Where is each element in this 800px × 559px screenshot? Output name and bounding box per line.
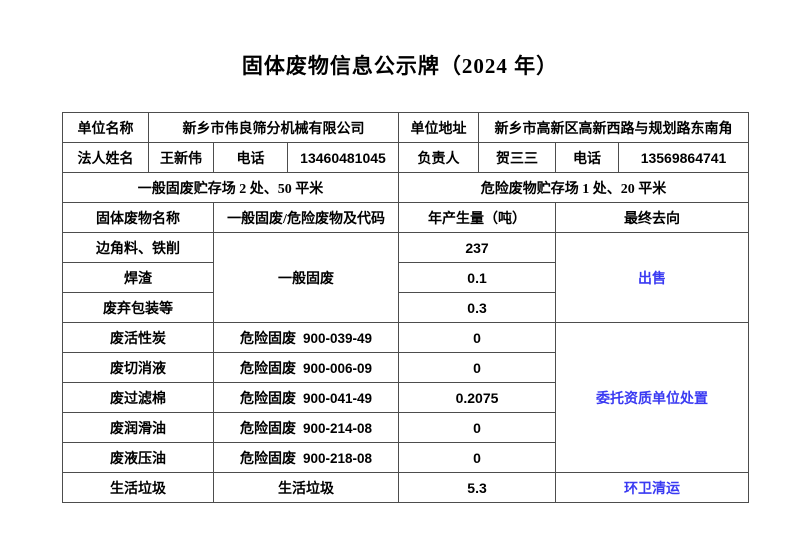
waste-code: 900-039-49 (302, 330, 373, 346)
unit-address-value: 新乡市高新区高新西路与规划路东南角 (478, 112, 750, 143)
phone-value-1: 13460481045 (286, 142, 400, 173)
waste-amount: 0 (398, 412, 557, 443)
waste-type-code: 危险固废 900-041-49 (212, 382, 400, 413)
waste-type: 危险固废 (239, 361, 296, 377)
manager-value: 贺三三 (478, 142, 557, 173)
waste-amount: 0.1 (398, 262, 557, 293)
general-type-cell: 一般固废 (212, 232, 400, 323)
waste-type: 危险固废 (239, 451, 296, 467)
table-row-hazard-1: 废活性炭 危险固废 900-039-49 0 委托资质单位处置 (62, 322, 750, 473)
waste-type: 危险固废 (239, 331, 296, 347)
general-storage-value: 一般固废贮存场 2 处、50 平米 (61, 172, 400, 203)
waste-type-code: 危险固废 900-039-49 (212, 322, 400, 353)
waste-type-code: 危险固废 900-006-09 (212, 352, 400, 383)
hazard-destination-cell: 委托资质单位处置 (555, 322, 750, 473)
legal-person-value: 王新伟 (148, 142, 214, 173)
waste-name: 焊渣 (62, 262, 214, 293)
row-contact-info: 法人姓名 王新伟 电话 13460481045 负责人 贺三三 电话 13569… (62, 142, 750, 173)
table-row-hazard-4: 废润滑油 危险固废 900-214-08 0 (62, 412, 749, 443)
table-row-general-1: 边角料、铁削 一般固废 237 出售 (62, 232, 750, 323)
table-row-hazard-2: 废切消液 危险固废 900-006-09 0 (62, 352, 749, 383)
table-row-general-2: 焊渣 0.1 (62, 262, 749, 293)
waste-code: 900-218-08 (302, 450, 373, 466)
waste-name: 废过滤棉 (62, 382, 214, 413)
page-title: 固体废物信息公示牌（2024 年） (241, 54, 559, 78)
waste-type: 危险固废 (239, 391, 296, 407)
waste-name: 边角料、铁削 (62, 232, 214, 263)
waste-amount: 5.3 (398, 472, 557, 503)
waste-amount: 0.2075 (398, 382, 557, 413)
table-row-household: 生活垃圾 生活垃圾 5.3 环卫清运 (62, 472, 750, 503)
hazard-storage-value: 危险废物贮存场 1 处、20 平米 (398, 172, 750, 203)
waste-name: 生活垃圾 (62, 472, 214, 503)
waste-amount: 0 (398, 352, 557, 383)
waste-amount: 0 (398, 322, 557, 353)
header-destination: 最终去向 (555, 202, 750, 233)
phone-label-1: 电话 (213, 142, 288, 173)
waste-name: 废液压油 (62, 442, 214, 473)
row-storage-info: 一般固废贮存场 2 处、50 平米 危险废物贮存场 1 处、20 平米 (61, 172, 750, 203)
row-unit-info: 单位名称 新乡市伟良筛分机械有限公司 单位地址 新乡市高新区高新西路与规划路东南… (62, 112, 750, 143)
waste-info-table: 单位名称 新乡市伟良筛分机械有限公司 单位地址 新乡市高新区高新西路与规划路东南… (61, 112, 750, 503)
household-destination-cell: 环卫清运 (555, 472, 750, 503)
waste-name: 废润滑油 (62, 412, 214, 443)
waste-amount: 0 (398, 442, 557, 473)
waste-name: 废切消液 (62, 352, 214, 383)
waste-amount: 237 (398, 232, 557, 263)
phone-label-2: 电话 (555, 142, 620, 173)
unit-address-label: 单位地址 (398, 112, 480, 143)
waste-name: 废活性炭 (62, 322, 214, 353)
waste-type-code: 生活垃圾 (212, 472, 400, 503)
waste-code: 900-041-49 (302, 390, 373, 406)
waste-name: 废弃包装等 (62, 292, 214, 323)
manager-label: 负责人 (398, 142, 480, 173)
waste-type: 危险固废 (239, 421, 296, 437)
waste-type-code: 危险固废 900-218-08 (212, 442, 400, 473)
waste-code: 900-214-08 (302, 420, 373, 436)
waste-amount: 0.3 (398, 292, 557, 323)
legal-person-label: 法人姓名 (62, 142, 149, 173)
general-destination-cell: 出售 (555, 232, 750, 323)
phone-value-2: 13569864741 (618, 142, 750, 173)
table-row-hazard-3: 废过滤棉 危险固废 900-041-49 0.2075 (62, 382, 749, 413)
waste-code: 900-006-09 (302, 360, 373, 376)
header-waste-name: 固体废物名称 (62, 202, 214, 233)
header-type-code: 一般固废/危险废物及代码 (212, 202, 400, 233)
unit-name-label: 单位名称 (62, 112, 149, 143)
unit-name-value: 新乡市伟良筛分机械有限公司 (147, 112, 400, 143)
row-table-header: 固体废物名称 一般固废/危险废物及代码 年产生量（吨） 最终去向 (62, 202, 750, 233)
waste-type-code: 危险固废 900-214-08 (212, 412, 400, 443)
header-amount: 年产生量（吨） (398, 202, 557, 233)
table-row-general-3: 废弃包装等 0.3 (62, 292, 749, 323)
